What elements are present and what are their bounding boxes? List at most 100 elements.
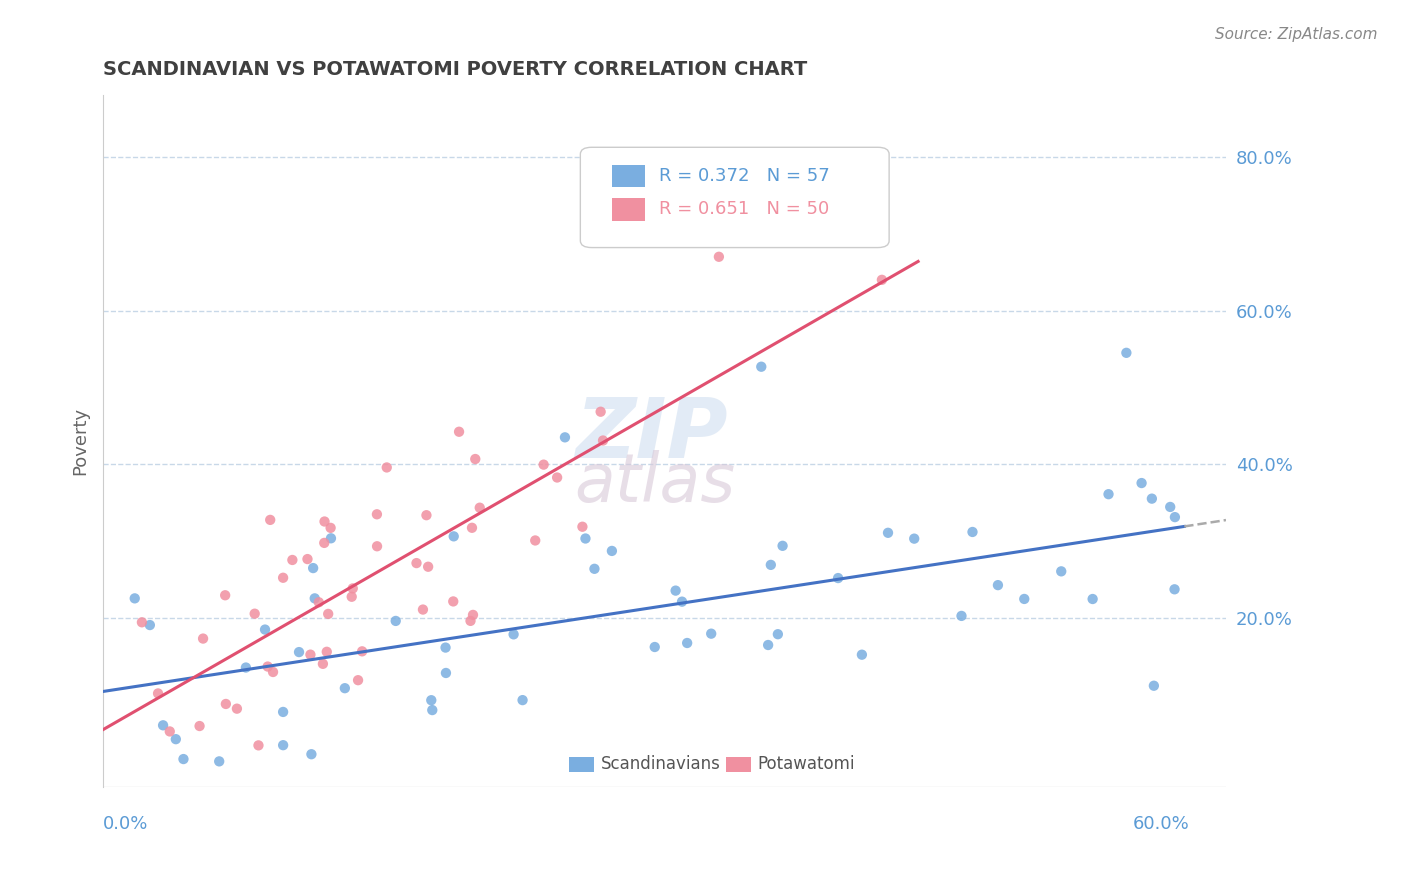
Point (461, 521, 484, 535)
Point (253, 623, 276, 637)
Text: Source: ZipAtlas.com: Source: ZipAtlas.com (1215, 27, 1378, 42)
Point (1050, 565, 1073, 579)
FancyBboxPatch shape (569, 756, 593, 772)
Point (281, 553, 304, 567)
Point (772, 539, 794, 553)
Text: R = 0.651   N = 50: R = 0.651 N = 50 (659, 200, 830, 218)
Point (1115, 346, 1137, 360)
Point (412, 602, 434, 616)
Point (583, 562, 606, 576)
Point (700, 626, 723, 640)
Text: Scandinavians: Scandinavians (600, 756, 720, 773)
Text: ZIP: ZIP (575, 393, 727, 475)
Point (443, 529, 465, 543)
Point (366, 508, 388, 522)
Point (592, 434, 614, 448)
Point (319, 531, 342, 545)
Point (671, 595, 693, 609)
Point (191, 632, 214, 646)
Point (299, 648, 322, 662)
Point (676, 636, 699, 650)
Point (434, 665, 457, 680)
Point (312, 657, 335, 671)
Point (524, 533, 547, 548)
Point (827, 571, 849, 585)
Point (297, 552, 319, 566)
Point (1164, 510, 1187, 524)
Point (1014, 591, 1036, 606)
Point (574, 532, 596, 546)
Point (464, 452, 486, 467)
Point (903, 532, 925, 546)
Text: R = 0.372   N = 57: R = 0.372 N = 57 (659, 167, 830, 185)
Text: SCANDINAVIAN VS POTAWATOMI POVERTY CORRELATION CHART: SCANDINAVIAN VS POTAWATOMI POVERTY CORRE… (103, 60, 807, 78)
Point (870, 273, 893, 287)
Point (384, 614, 406, 628)
Point (214, 588, 236, 602)
Point (235, 660, 257, 674)
Point (243, 607, 266, 621)
Point (314, 536, 336, 550)
Point (1130, 476, 1153, 491)
Point (139, 618, 162, 632)
Point (600, 544, 623, 558)
Point (256, 659, 278, 673)
Point (271, 571, 294, 585)
Point (347, 673, 370, 688)
Point (759, 558, 782, 572)
Text: atlas: atlas (575, 450, 735, 516)
Point (316, 607, 339, 621)
Point (152, 718, 174, 732)
Point (1140, 491, 1163, 506)
Point (302, 561, 325, 575)
Point (288, 645, 311, 659)
Point (215, 697, 238, 711)
Point (271, 738, 294, 752)
Point (342, 582, 364, 596)
Point (172, 752, 194, 766)
Point (950, 608, 973, 623)
Point (1081, 592, 1104, 607)
Point (418, 559, 440, 574)
Point (987, 578, 1010, 592)
Point (756, 638, 779, 652)
Text: 60.0%: 60.0% (1133, 814, 1189, 832)
Point (571, 520, 593, 534)
Point (546, 470, 568, 484)
Point (299, 747, 322, 762)
Point (512, 693, 534, 707)
Point (247, 739, 270, 753)
Point (707, 250, 730, 264)
Point (589, 405, 612, 419)
Point (188, 719, 211, 733)
Point (124, 591, 146, 606)
Point (756, 789, 779, 803)
FancyBboxPatch shape (612, 198, 645, 220)
Point (375, 460, 398, 475)
Point (314, 515, 336, 529)
Point (271, 705, 294, 719)
Point (405, 556, 427, 570)
Point (319, 521, 342, 535)
Point (352, 644, 374, 658)
Point (644, 640, 666, 654)
Point (308, 595, 330, 609)
Point (502, 627, 524, 641)
Point (340, 590, 363, 604)
Point (468, 500, 491, 515)
Point (1097, 487, 1119, 501)
Point (877, 525, 900, 540)
Point (226, 701, 249, 715)
Point (766, 627, 789, 641)
Point (420, 703, 443, 717)
Point (165, 732, 187, 747)
Point (460, 614, 482, 628)
Point (366, 539, 388, 553)
Point (1159, 500, 1181, 514)
FancyBboxPatch shape (581, 147, 889, 248)
Point (146, 686, 169, 700)
Point (333, 681, 356, 696)
Point (208, 755, 231, 769)
Point (749, 359, 772, 374)
Point (259, 513, 281, 527)
